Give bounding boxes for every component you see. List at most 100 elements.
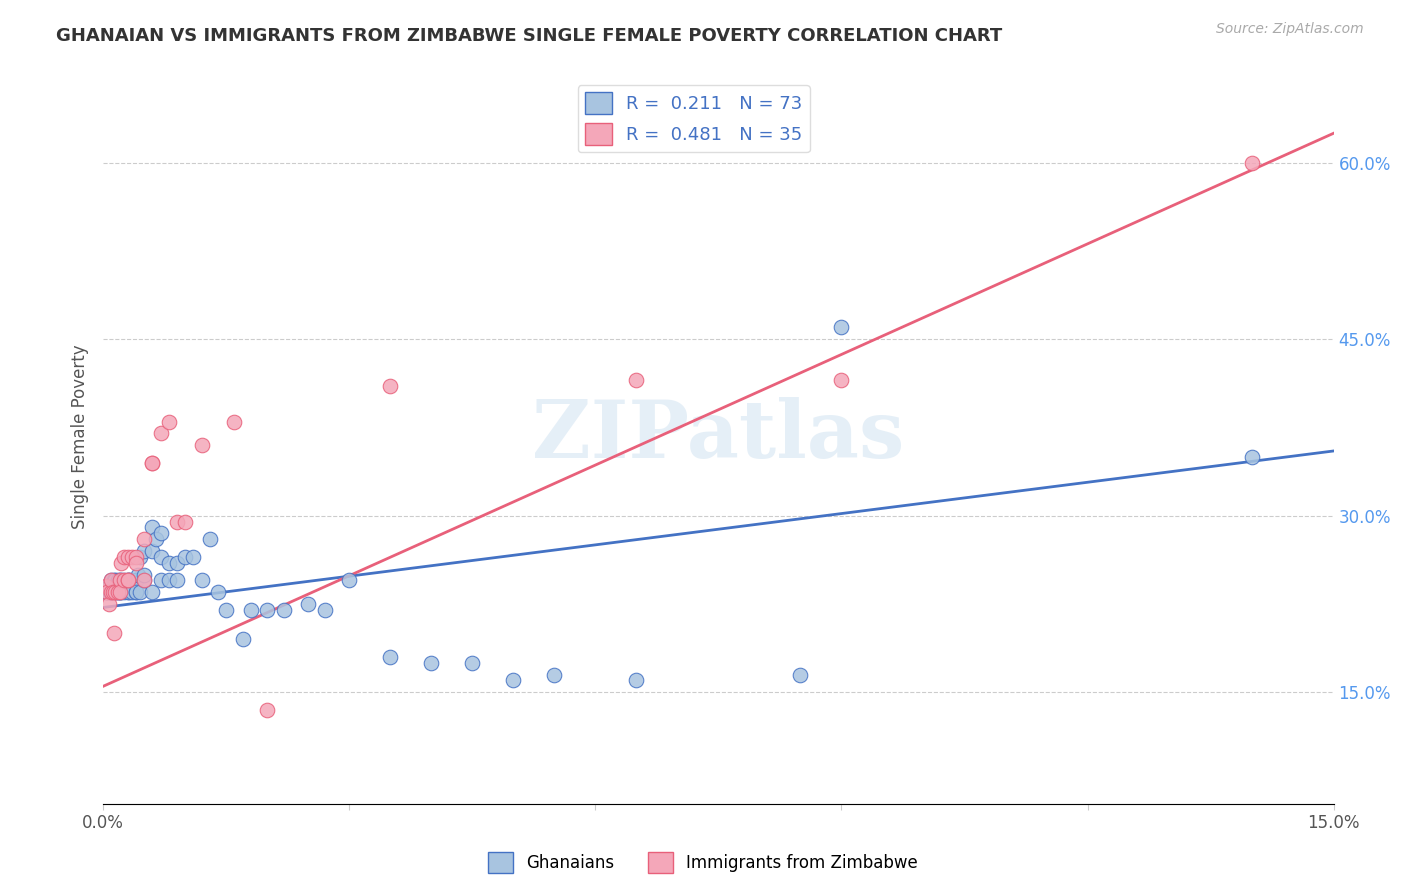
Y-axis label: Single Female Poverty: Single Female Poverty	[72, 344, 89, 529]
Point	[1240, 155, 1263, 169]
Point	[149, 574, 172, 588]
Point	[461, 656, 484, 670]
Point	[145, 533, 167, 547]
Point	[121, 579, 143, 593]
Point	[107, 585, 129, 599]
Point	[101, 585, 124, 599]
Point	[380, 379, 402, 393]
Point	[1240, 450, 1263, 464]
Point	[125, 549, 148, 564]
Text: GHANAIAN VS IMMIGRANTS FROM ZIMBABWE SINGLE FEMALE POVERTY CORRELATION CHART: GHANAIAN VS IMMIGRANTS FROM ZIMBABWE SIN…	[56, 27, 1002, 45]
Point	[141, 585, 163, 599]
Point	[337, 574, 360, 588]
Point	[134, 567, 156, 582]
Point	[100, 585, 122, 599]
Point	[174, 549, 197, 564]
Point	[100, 585, 122, 599]
Point	[97, 597, 120, 611]
Point	[129, 585, 152, 599]
Point	[149, 426, 172, 441]
Point	[141, 456, 163, 470]
Point	[100, 574, 122, 588]
Point	[134, 544, 156, 558]
Point	[626, 373, 648, 387]
Point	[108, 585, 131, 599]
Point	[94, 585, 117, 599]
Point	[174, 515, 197, 529]
Point	[118, 585, 141, 599]
Point	[105, 579, 128, 593]
Point	[108, 585, 131, 599]
Point	[190, 438, 212, 452]
Point	[112, 574, 135, 588]
Point	[141, 520, 163, 534]
Point	[96, 585, 118, 599]
Point	[256, 703, 278, 717]
Point	[157, 415, 180, 429]
Point	[125, 585, 148, 599]
Point	[157, 574, 180, 588]
Point	[117, 574, 139, 588]
Point	[830, 373, 852, 387]
Point	[105, 585, 128, 599]
Point	[114, 579, 136, 593]
Point	[117, 585, 139, 599]
Point	[120, 574, 142, 588]
Point	[107, 574, 129, 588]
Point	[149, 526, 172, 541]
Point	[117, 549, 139, 564]
Point	[108, 585, 131, 599]
Point	[104, 585, 127, 599]
Point	[190, 574, 212, 588]
Point	[100, 574, 122, 588]
Point	[112, 585, 135, 599]
Text: ZIPatlas: ZIPatlas	[533, 397, 904, 475]
Point	[502, 673, 524, 688]
Point	[830, 320, 852, 334]
Point	[107, 585, 129, 599]
Point	[98, 585, 121, 599]
Point	[183, 549, 205, 564]
Point	[94, 579, 117, 593]
Point	[110, 585, 132, 599]
Point	[127, 567, 149, 582]
Point	[112, 549, 135, 564]
Point	[108, 574, 131, 588]
Point	[121, 585, 143, 599]
Point	[166, 574, 188, 588]
Point	[125, 585, 148, 599]
Point	[215, 603, 238, 617]
Point	[96, 585, 118, 599]
Point	[104, 574, 127, 588]
Point	[104, 585, 127, 599]
Point	[134, 533, 156, 547]
Point	[125, 574, 148, 588]
Point	[134, 574, 156, 588]
Text: Source: ZipAtlas.com: Source: ZipAtlas.com	[1216, 22, 1364, 37]
Point	[232, 632, 254, 647]
Point	[314, 603, 336, 617]
Point	[297, 597, 319, 611]
Point	[273, 603, 295, 617]
Point	[198, 533, 221, 547]
Point	[117, 574, 139, 588]
Point	[125, 556, 148, 570]
Point	[121, 549, 143, 564]
Point	[380, 649, 402, 664]
Point	[141, 456, 163, 470]
Point	[239, 603, 262, 617]
Point	[110, 574, 132, 588]
Point	[207, 585, 229, 599]
Point	[117, 574, 139, 588]
Point	[108, 574, 131, 588]
Point	[420, 656, 443, 670]
Point	[129, 549, 152, 564]
Point	[103, 626, 125, 640]
Point	[543, 667, 565, 681]
Point	[101, 585, 124, 599]
Point	[112, 574, 135, 588]
Point	[157, 556, 180, 570]
Point	[626, 673, 648, 688]
Point	[149, 549, 172, 564]
Point	[256, 603, 278, 617]
